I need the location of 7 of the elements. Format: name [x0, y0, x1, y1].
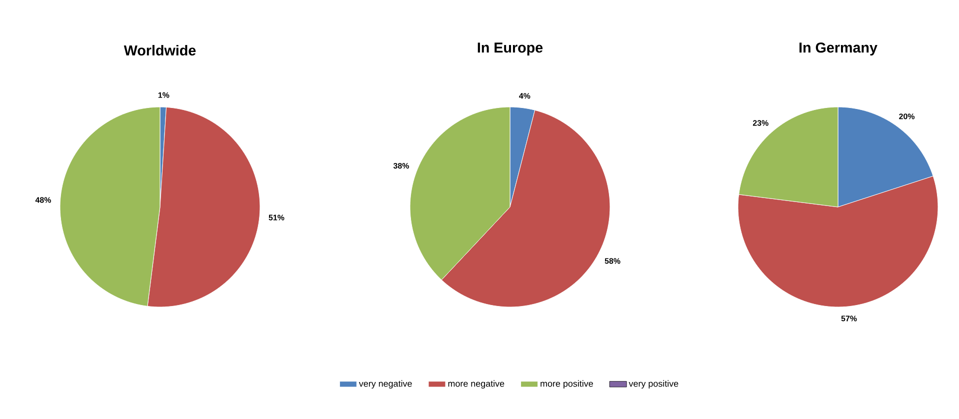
legend-label: very negative: [358, 380, 412, 389]
legend-label: very positive: [628, 380, 678, 389]
chart-title: In Europe: [478, 42, 543, 56]
chart-title: Worldwide: [124, 44, 196, 56]
legend-label: more negative: [448, 380, 504, 389]
legend-label: more positive: [540, 380, 593, 389]
chart-title: In Germany: [799, 42, 878, 56]
